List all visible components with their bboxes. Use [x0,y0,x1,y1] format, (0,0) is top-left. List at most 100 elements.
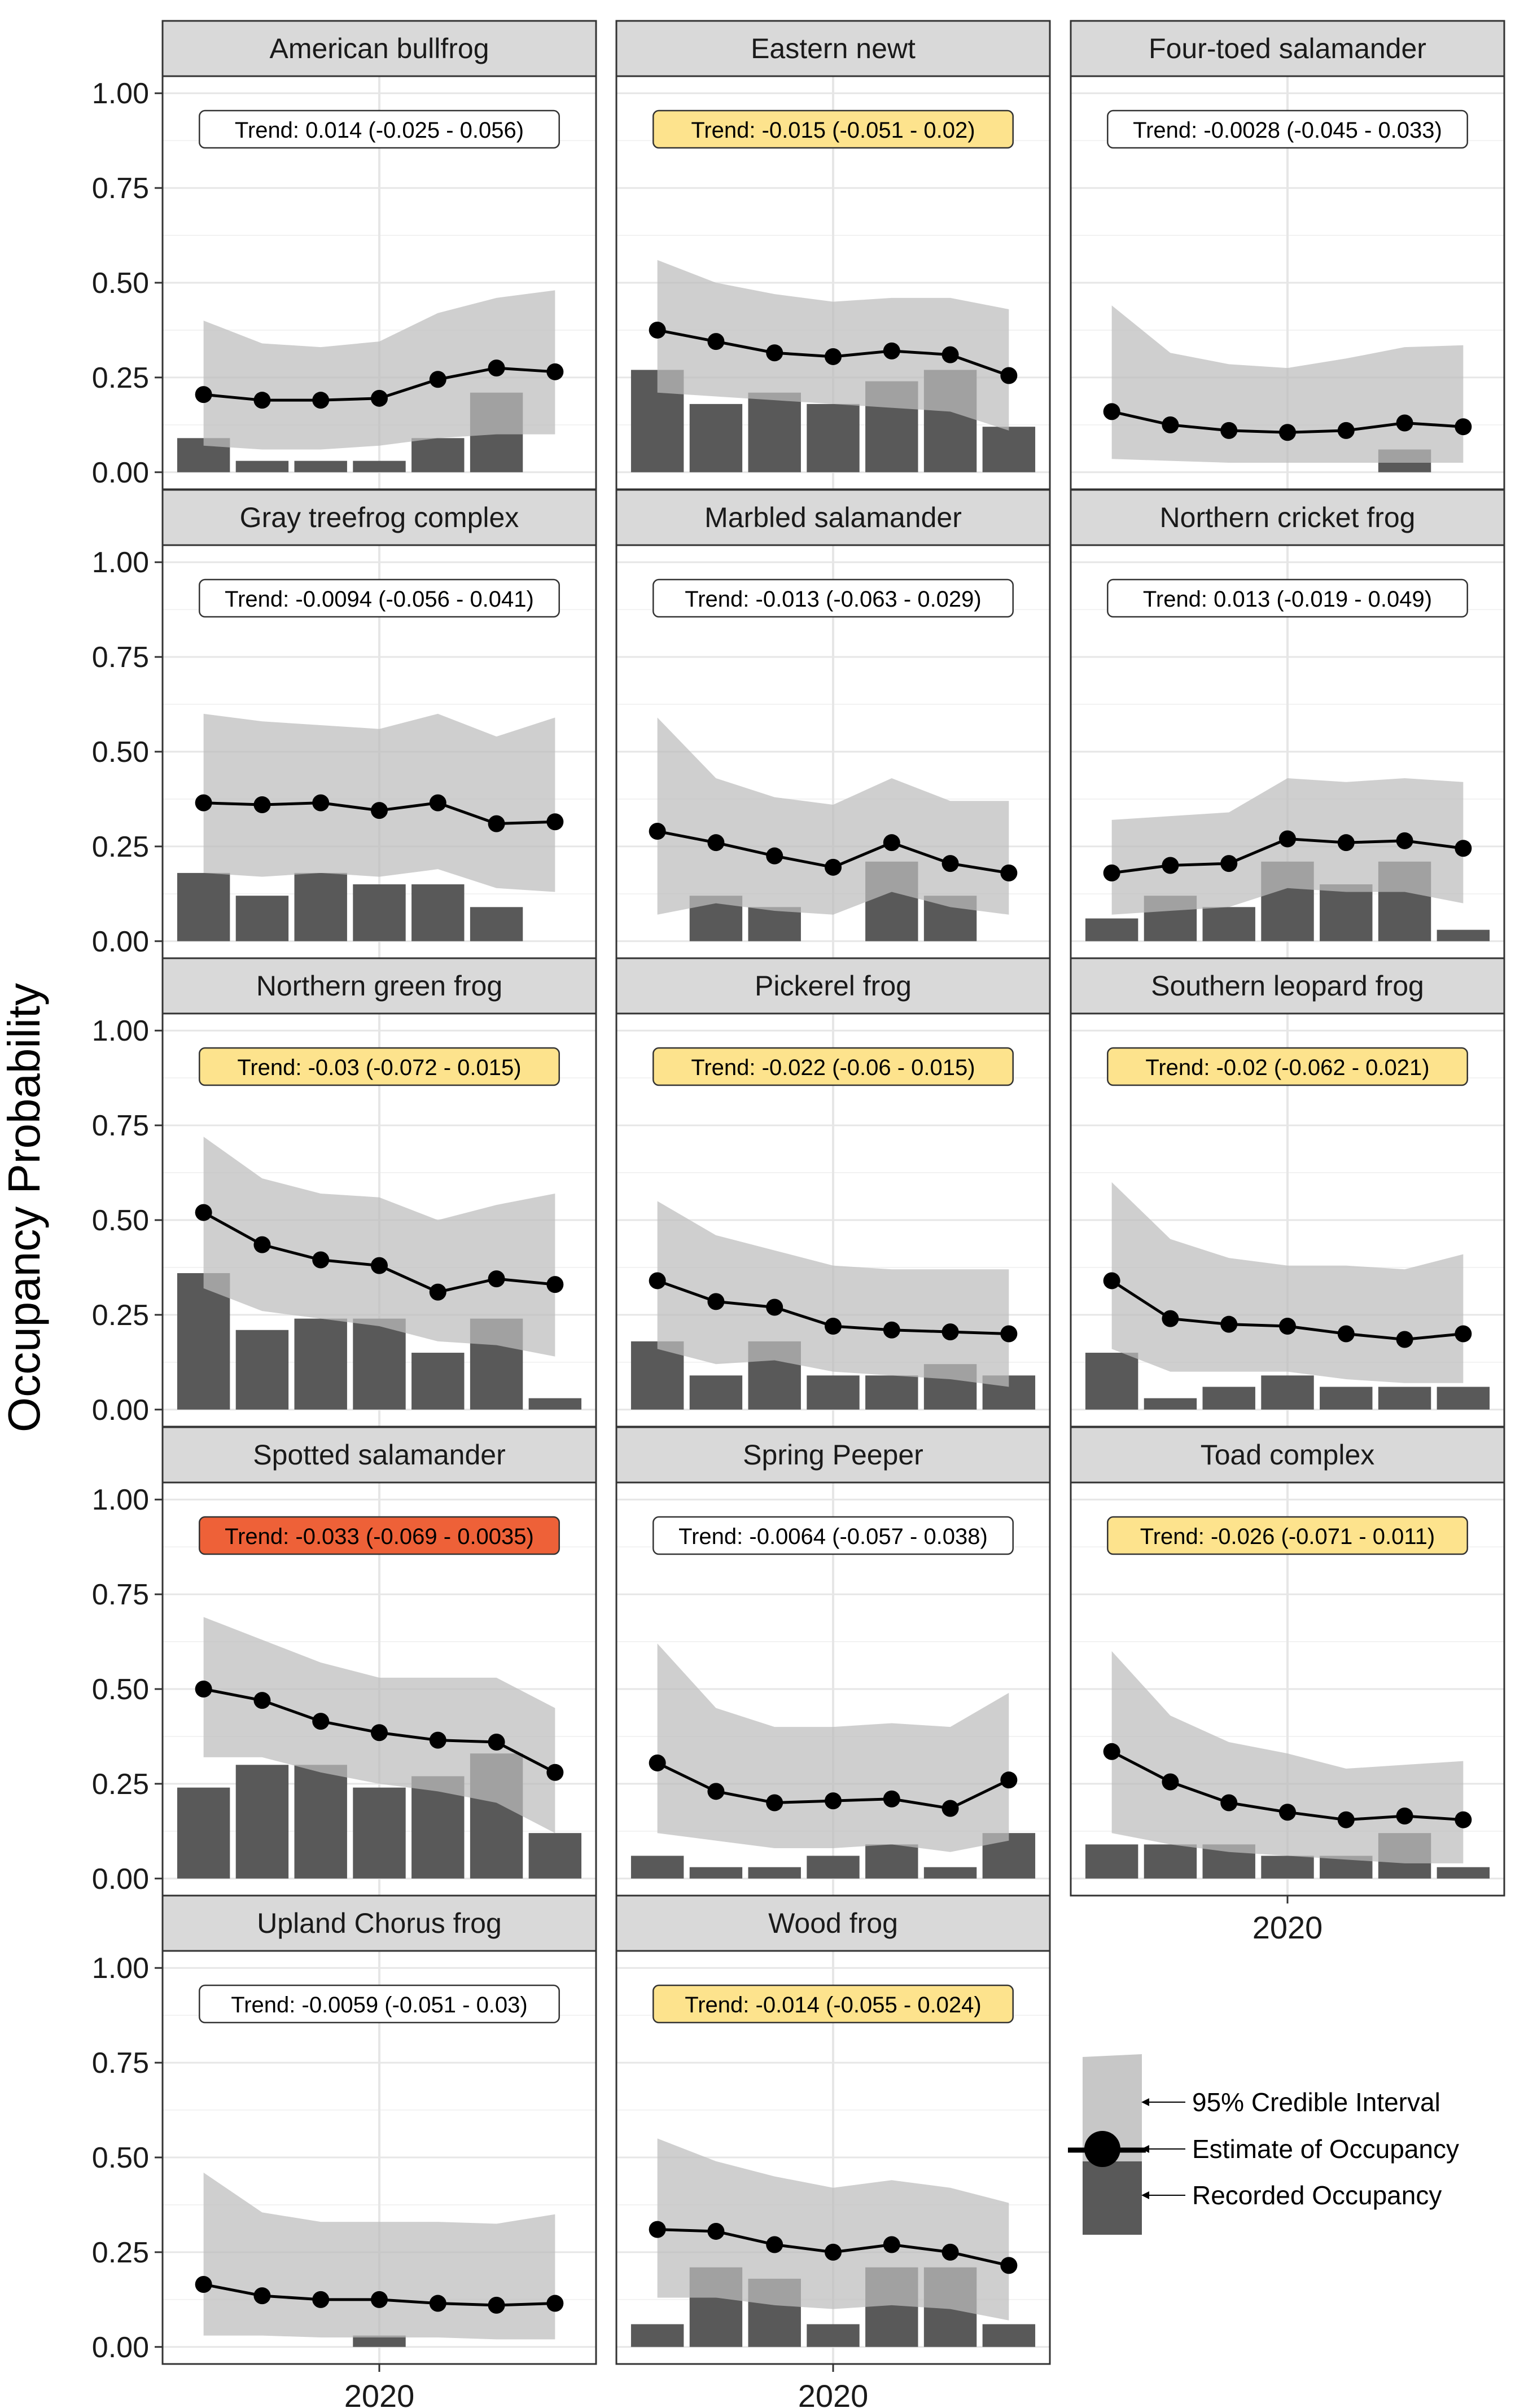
estimate-point [883,1321,900,1339]
estimate-point [1000,2257,1018,2274]
estimate-point [371,1724,388,1742]
estimate-point [1162,1310,1179,1327]
bar [528,1398,582,1410]
estimate-point [312,1713,330,1730]
estimate-point [707,1293,725,1310]
bar [1261,1375,1314,1410]
y-tick-label: 0.50 [92,736,149,769]
estimate-point [429,371,446,388]
facet-title: Northern cricket frog [1160,502,1416,533]
y-tick-label: 0.25 [92,831,149,863]
bar [177,1787,230,1879]
y-tick-label: 0.00 [92,1863,149,1896]
bar [865,1844,918,1879]
trend-label: Trend: -0.0028 (-0.045 - 0.033) [1133,118,1442,143]
estimate-point [883,834,900,852]
estimate-point [1455,840,1472,857]
trend-label: Trend: 0.014 (-0.025 - 0.056) [235,118,524,143]
y-tick-label: 0.25 [92,2236,149,2269]
facet-strip [1070,957,1505,1015]
bar [1437,929,1490,941]
estimate-point [195,2275,212,2293]
y-tick-label: 0.00 [92,1394,149,1427]
estimate-point [1279,1804,1296,1821]
estimate-point [429,1731,446,1749]
credible-interval-band [657,260,1009,431]
estimate-point [1000,1771,1018,1789]
trend-label: Trend: -0.0094 (-0.056 - 0.041) [225,587,534,612]
bar [353,2335,406,2347]
credible-interval-band [203,290,555,450]
trend-label: Trend: -0.02 (-0.062 - 0.021) [1145,1055,1429,1080]
estimate-point [649,2221,666,2238]
facet-strip [1070,1426,1505,1484]
estimate-point [941,1323,959,1341]
y-tick-label: 1.00 [92,1952,149,1985]
estimate-point [1396,1331,1413,1348]
panel-american-bullfrog: Trend: 0.014 (-0.025 - 0.056) American bu… [161,20,597,490]
estimate-point [883,2236,900,2253]
bar [807,1375,860,1410]
estimate-point [1279,1318,1296,1335]
estimate-point [941,1800,959,1817]
estimate-point [1455,1811,1472,1828]
estimate-point [195,1204,212,1221]
bar [865,1375,918,1410]
trend-label: Trend: 0.013 (-0.019 - 0.049) [1143,587,1432,612]
estimate-point [941,2243,959,2261]
facet-strip [615,1426,1051,1484]
estimate-point [1220,422,1238,439]
facet-strip [615,1894,1051,1952]
facet-strip [161,489,597,546]
estimate-point [707,834,725,852]
facet-title: Marbled salamander [704,502,962,533]
facet-title: Wood frog [768,1907,898,1939]
estimate-point [195,794,212,812]
bar [294,872,347,941]
legend-point-swatch [1084,2131,1120,2167]
trend-label: Trend: -0.03 (-0.072 - 0.015) [237,1055,521,1080]
estimate-point [488,1270,505,1288]
panel-spotted-salamander: Trend: -0.033 (-0.069 - 0.0035) Spotted s… [161,1426,597,1897]
estimate-point [312,2291,330,2308]
bar [1085,1844,1138,1879]
trend-label-box [199,109,560,149]
estimate-point [429,2295,446,2312]
facet-strip [161,20,597,77]
estimate-point [1396,1807,1413,1824]
estimate-point [1000,864,1018,881]
bar [807,2324,860,2347]
estimate-point [825,1792,842,1810]
bar [1085,918,1138,941]
bar [411,438,465,472]
facet-title: Pickerel frog [755,970,912,1002]
trend-label: Trend: -0.033 (-0.069 - 0.0035) [225,1524,534,1549]
facet-title: American bullfrog [269,33,489,64]
panel-wood-frog: Trend: -0.014 (-0.055 - 0.024) Wood frog [615,1894,1051,2365]
estimate-point [1103,1743,1120,1760]
bar [1261,1856,1314,1879]
facet-title: Spotted salamander [253,1439,506,1471]
bar [411,1353,465,1410]
estimate-point [649,823,666,840]
credible-interval-band [657,717,1009,915]
bar [689,403,743,472]
estimate-point [1162,416,1179,433]
estimate-point [883,1790,900,1808]
trend-label: Trend: -0.0064 (-0.057 - 0.038) [678,1524,988,1549]
trend-label: Trend: -0.022 (-0.06 - 0.015) [691,1055,975,1080]
credible-interval-band [657,1201,1009,1387]
estimate-point [766,1299,783,1316]
panel-southern-leopard-frog: Trend: -0.02 (-0.062 - 0.021) Southern le… [1070,957,1505,1428]
estimate-point [649,321,666,339]
bar [294,460,347,472]
bar [1202,907,1255,941]
panel-gray-treefrog-complex: Trend: -0.0094 (-0.056 - 0.041) Gray tree… [161,489,597,959]
estimate-point [195,386,212,403]
trend-label-box [1107,109,1468,149]
bar [1437,1867,1490,1879]
y-tick-label: 0.25 [92,1299,149,1332]
x-tick-label: 2020 [798,2378,869,2408]
estimate-point [825,858,842,876]
